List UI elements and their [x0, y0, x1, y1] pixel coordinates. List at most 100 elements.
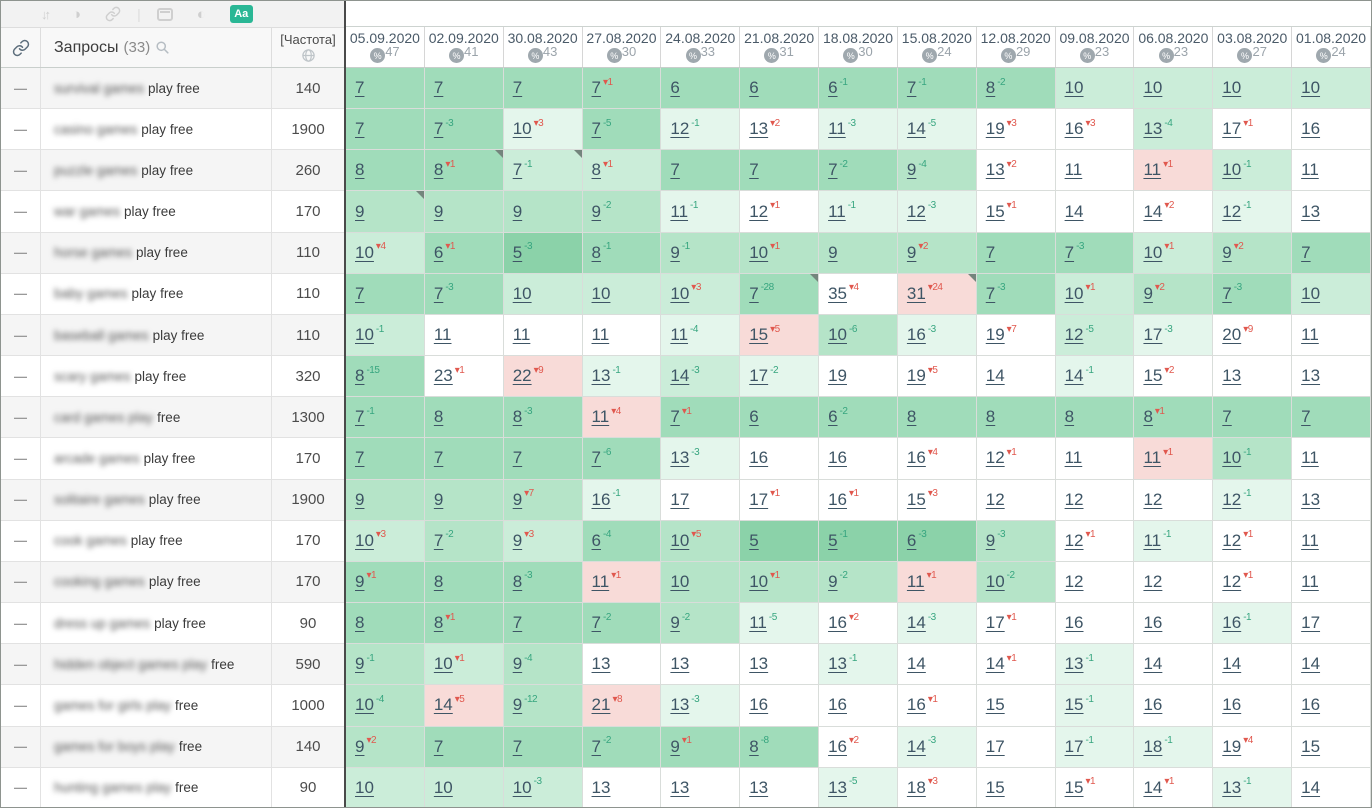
- target-icon[interactable]: ◑: [72, 5, 82, 23]
- position-cell[interactable]: 14: [1055, 191, 1135, 233]
- query-cell[interactable]: arcade games play free: [41, 438, 272, 479]
- position-cell[interactable]: 7 ▾1: [582, 68, 662, 110]
- query-row[interactable]: — hidden object games play free 590: [1, 644, 344, 686]
- position-cell[interactable]: 35 ▾4: [819, 273, 898, 315]
- position-cell[interactable]: 7 -2: [582, 726, 662, 768]
- position-cell[interactable]: 8: [1055, 397, 1135, 439]
- position-cell[interactable]: 13 ▾2: [976, 150, 1056, 192]
- position-cell[interactable]: 5: [740, 520, 820, 562]
- position-cell[interactable]: 13: [582, 644, 662, 686]
- row-drag-handle[interactable]: —: [1, 561, 41, 603]
- position-cell[interactable]: 12: [1134, 561, 1214, 604]
- query-cell[interactable]: solitaire games play free: [41, 479, 272, 520]
- position-cell[interactable]: 18 ▾3: [897, 767, 977, 807]
- row-drag-handle[interactable]: —: [1, 685, 41, 726]
- position-cell[interactable]: 13 -3: [661, 438, 741, 480]
- position-cell[interactable]: 7 -6: [582, 438, 662, 480]
- position-cell[interactable]: 13: [661, 644, 741, 686]
- position-cell[interactable]: 10: [582, 273, 662, 315]
- query-cell[interactable]: horse games play free: [41, 232, 272, 273]
- position-cell[interactable]: 10 ▾4: [346, 232, 425, 274]
- position-cell[interactable]: 9 ▾1: [661, 726, 741, 768]
- position-cell[interactable]: 9 -2: [661, 603, 741, 645]
- row-drag-handle[interactable]: —: [1, 767, 41, 807]
- position-cell[interactable]: 15 ▾1: [1055, 767, 1135, 807]
- position-cell[interactable]: 15 ▾3: [897, 479, 977, 521]
- position-cell[interactable]: 9 -4: [503, 644, 583, 686]
- position-cell[interactable]: 10 ▾5: [661, 520, 741, 562]
- date-column-header[interactable]: 03.08.2020% 27: [1213, 27, 1293, 67]
- position-cell[interactable]: 5 -3: [503, 232, 583, 274]
- position-cell[interactable]: 9: [346, 479, 425, 521]
- date-column-header[interactable]: 05.09.2020% 47: [346, 27, 425, 67]
- position-cell[interactable]: 8 ▾1: [424, 150, 504, 192]
- position-cell[interactable]: 14: [1292, 767, 1371, 807]
- date-column-header[interactable]: 01.08.2020% 24: [1292, 27, 1371, 67]
- position-cell[interactable]: 23 ▾1: [424, 356, 504, 398]
- position-cell[interactable]: 8: [424, 397, 504, 439]
- position-cell[interactable]: 11 -5: [740, 603, 820, 645]
- row-drag-handle[interactable]: —: [1, 479, 41, 520]
- position-cell[interactable]: 12 -5: [1055, 314, 1135, 357]
- position-cell[interactable]: 7: [346, 438, 425, 480]
- position-cell[interactable]: 11: [424, 314, 504, 357]
- position-cell[interactable]: 7: [503, 68, 583, 110]
- position-cell[interactable]: 8: [976, 397, 1056, 439]
- position-cell[interactable]: 10 ▾3: [661, 273, 741, 315]
- position-cell[interactable]: 7: [1292, 232, 1371, 274]
- position-cell[interactable]: 8: [897, 397, 977, 439]
- date-column-header[interactable]: 09.08.2020% 23: [1055, 27, 1135, 67]
- position-cell[interactable]: 11: [1055, 150, 1135, 192]
- position-cell[interactable]: 19 ▾4: [1213, 726, 1293, 768]
- position-cell[interactable]: 11: [1292, 561, 1371, 604]
- position-cell[interactable]: 10 ▾1: [1055, 273, 1135, 315]
- row-drag-handle[interactable]: —: [1, 356, 41, 397]
- position-cell[interactable]: 11 -1: [1134, 520, 1214, 562]
- query-row[interactable]: — baseball games play free 110: [1, 314, 344, 357]
- date-column-header[interactable]: 30.08.2020% 43: [503, 27, 583, 67]
- position-cell[interactable]: 15 ▾1: [976, 191, 1056, 233]
- position-cell[interactable]: 15 ▾5: [740, 314, 820, 357]
- row-drag-handle[interactable]: —: [1, 273, 41, 314]
- position-cell[interactable]: 16 -1: [1213, 603, 1293, 645]
- position-cell[interactable]: 12 ▾1: [740, 191, 820, 233]
- position-cell[interactable]: 16 ▾1: [819, 479, 898, 521]
- position-cell[interactable]: 10 ▾1: [740, 561, 820, 604]
- query-row[interactable]: — baby games play free 110: [1, 273, 344, 315]
- position-cell[interactable]: 12: [1134, 479, 1214, 521]
- position-cell[interactable]: 17 -1: [1055, 726, 1135, 768]
- position-cell[interactable]: 15: [1292, 726, 1371, 768]
- position-cell[interactable]: 9 ▾3: [503, 520, 583, 562]
- position-cell[interactable]: 7 -1: [503, 150, 583, 192]
- position-cell[interactable]: 10 ▾3: [346, 520, 425, 562]
- position-cell[interactable]: 7: [740, 150, 820, 192]
- position-cell[interactable]: 14 ▾5: [424, 685, 504, 727]
- position-cell[interactable]: 8 -3: [503, 397, 583, 439]
- row-drag-handle[interactable]: —: [1, 520, 41, 561]
- position-cell[interactable]: 7 -2: [582, 603, 662, 645]
- position-cell[interactable]: 18 -1: [1134, 726, 1214, 768]
- position-cell[interactable]: 7: [424, 438, 504, 480]
- position-cell[interactable]: 17 -3: [1134, 314, 1214, 357]
- position-cell[interactable]: 7 -1: [346, 397, 425, 439]
- position-cell[interactable]: 10 -1: [346, 314, 425, 357]
- query-cell[interactable]: cooking games play free: [41, 561, 272, 603]
- position-cell[interactable]: 14: [976, 356, 1056, 398]
- position-cell[interactable]: 7: [346, 68, 425, 110]
- position-cell[interactable]: 12: [1055, 561, 1135, 604]
- query-cell[interactable]: hunting games play free: [41, 767, 272, 807]
- position-cell[interactable]: 7 -3: [1213, 273, 1293, 315]
- position-cell[interactable]: 9: [424, 479, 504, 521]
- position-cell[interactable]: 11: [1292, 438, 1371, 480]
- row-drag-handle[interactable]: —: [1, 644, 41, 685]
- position-cell[interactable]: 9 ▾7: [503, 479, 583, 521]
- position-cell[interactable]: 9: [424, 191, 504, 233]
- position-cell[interactable]: 11: [1055, 438, 1135, 480]
- position-cell[interactable]: 19 ▾3: [976, 109, 1056, 151]
- position-cell[interactable]: 8 ▾1: [1134, 397, 1214, 439]
- position-cell[interactable]: 7 -3: [424, 109, 504, 151]
- position-cell[interactable]: 7: [424, 68, 504, 110]
- position-cell[interactable]: 7 -28: [740, 273, 820, 315]
- query-row[interactable]: — arcade games play free 170: [1, 438, 344, 480]
- position-cell[interactable]: 14 -1: [1055, 356, 1135, 398]
